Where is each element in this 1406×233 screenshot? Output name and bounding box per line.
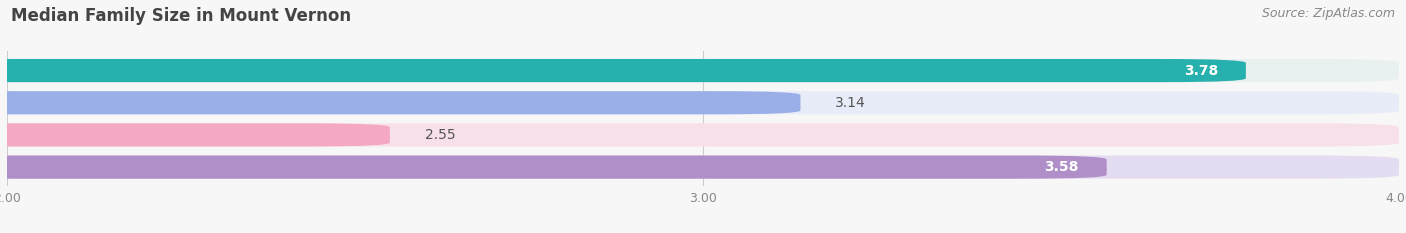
Text: 3.78: 3.78 — [1184, 64, 1218, 78]
FancyBboxPatch shape — [0, 123, 389, 147]
Text: Median Family Size in Mount Vernon: Median Family Size in Mount Vernon — [11, 7, 352, 25]
FancyBboxPatch shape — [0, 59, 1399, 82]
Text: 3.14: 3.14 — [835, 96, 866, 110]
FancyBboxPatch shape — [0, 91, 800, 114]
FancyBboxPatch shape — [0, 123, 1399, 147]
FancyBboxPatch shape — [0, 155, 1107, 179]
FancyBboxPatch shape — [0, 91, 1399, 114]
FancyBboxPatch shape — [0, 155, 1399, 179]
Text: 3.58: 3.58 — [1045, 160, 1078, 174]
Text: Source: ZipAtlas.com: Source: ZipAtlas.com — [1261, 7, 1395, 20]
FancyBboxPatch shape — [0, 59, 1246, 82]
Text: 2.55: 2.55 — [425, 128, 456, 142]
